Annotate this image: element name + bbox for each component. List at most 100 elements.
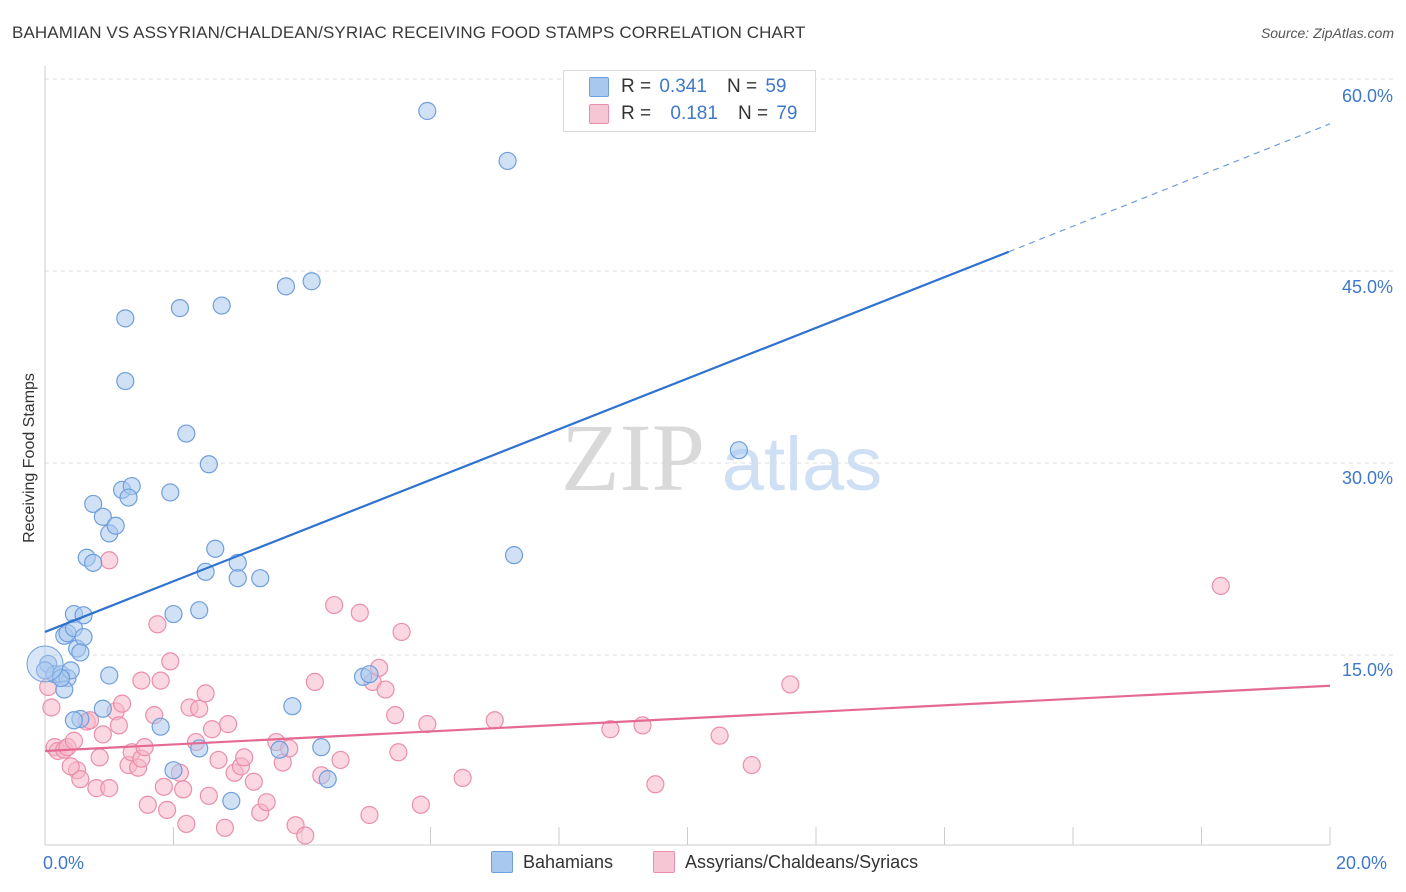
assyrians-point: [132, 671, 151, 690]
y-tick-label-60: 60.0%: [1341, 86, 1393, 106]
assyrians-point: [710, 726, 729, 745]
assyrians-point: [646, 775, 665, 794]
bahamians-point: [164, 604, 183, 624]
bahamians-point: [312, 738, 331, 757]
bahamians-point: [93, 507, 112, 526]
watermark: ZIP atlas: [561, 404, 882, 511]
series-assyrians-points: [39, 551, 1230, 845]
bahamians-point: [177, 424, 196, 443]
r-label: R =: [621, 76, 652, 97]
trend-lines: [44, 123, 1331, 753]
legend-swatch-blue: [491, 851, 513, 873]
assyrians-point: [325, 595, 344, 615]
correlation-legend: R = 0.341 N = 59 R = 0.181 N = 79: [563, 70, 816, 132]
assyrians-point: [100, 779, 119, 798]
legend-label-assyrians: Assyrians/Chaldeans/Syriacs: [685, 851, 919, 872]
n-label: N =: [726, 76, 758, 97]
assyrians-point: [331, 750, 350, 770]
legend-row-assyrians: R = 0.181 N = 79: [589, 103, 797, 125]
bahamians-trend-line: [44, 250, 1010, 633]
assyrians-point: [411, 795, 430, 814]
bahamians-point: [270, 740, 289, 759]
assyrians-point: [360, 805, 379, 825]
assyrians-point: [71, 770, 90, 789]
bahamians-point: [119, 488, 138, 507]
assyrians-point: [161, 652, 180, 671]
assyrians-point: [418, 715, 437, 734]
assyrians-point: [235, 748, 254, 767]
n-value: 59: [765, 76, 787, 97]
n-value: 79: [776, 103, 798, 124]
assyrians-point: [61, 757, 80, 776]
bahamians-point: [51, 668, 71, 688]
bahamians-point: [318, 770, 337, 789]
r-label: R =: [621, 103, 652, 124]
assyrians-point: [90, 748, 109, 767]
assyrians-point: [174, 780, 193, 799]
assyrians-point: [742, 755, 761, 775]
source-label: Source: ZipAtlas.com: [1260, 25, 1394, 41]
assyrians-point: [601, 720, 620, 739]
assyrians-point: [148, 615, 167, 634]
assyrians-point: [196, 684, 215, 703]
bahamians-point: [84, 553, 103, 572]
assyrians-point: [215, 818, 234, 837]
assyrians-point: [219, 715, 238, 734]
legend-swatch-pink: [653, 851, 675, 873]
bahamians-point-large: [26, 645, 64, 683]
bahamians-point: [116, 309, 135, 328]
assyrians-point: [386, 706, 405, 725]
assyrians-point: [389, 743, 408, 762]
legend-item-bahamians: Bahamians: [491, 851, 613, 873]
bahamians-point: [498, 151, 517, 171]
assyrians-point: [151, 671, 170, 690]
assyrians-point: [100, 551, 119, 570]
bahamians-point: [161, 483, 180, 502]
bahamians-point: [164, 761, 183, 780]
bahamians-point: [64, 711, 84, 730]
watermark-atlas: atlas: [722, 422, 883, 507]
assyrians-point: [453, 768, 472, 787]
legend-row-bahamians: R = 0.341 N = 59: [589, 76, 786, 98]
assyrians-point: [112, 694, 132, 713]
legend-swatch-pink: [589, 104, 609, 124]
bahamians-point: [190, 601, 209, 620]
assyrians-point: [305, 672, 324, 691]
bahamians-point: [283, 697, 302, 716]
assyrians-point: [202, 720, 222, 739]
bahamians-point: [302, 272, 321, 291]
x-tick-label-min: 0.0%: [43, 853, 85, 873]
x-tick-label-max: 20.0%: [1336, 853, 1388, 873]
y-tick-label-45: 45.0%: [1341, 277, 1393, 297]
y-tick-label-30: 30.0%: [1341, 468, 1393, 488]
bahamians-point: [206, 539, 225, 558]
bahamians-point: [251, 569, 270, 588]
bahamians-point: [84, 494, 103, 514]
assyrians-point: [138, 795, 157, 814]
assyrians-point: [154, 777, 173, 796]
bahamians-point: [212, 296, 231, 315]
bahamians-point: [276, 277, 296, 296]
assyrians-point: [485, 711, 504, 730]
bahamians-point: [199, 455, 218, 474]
bahamians-point: [151, 717, 170, 736]
assyrians-point: [257, 793, 276, 812]
bahamians-point: [106, 516, 125, 535]
series-bahamians-points: [26, 101, 749, 811]
assyrians-point: [157, 800, 177, 819]
assyrians-point: [781, 675, 800, 694]
grid-lines: [45, 78, 1393, 656]
legend-label-bahamians: Bahamians: [523, 851, 614, 872]
assyrians-point: [296, 826, 315, 845]
series-legend: Bahamians Assyrians/Chaldeans/Syriacs: [0, 851, 1406, 877]
assyrians-point: [42, 698, 61, 717]
assyrians-point: [209, 750, 228, 770]
chart-title: BAHAMIAN VS ASSYRIAN/CHALDEAN/SYRIAC REC…: [12, 23, 806, 42]
r-value: 0.181: [670, 103, 718, 124]
assyrians-point: [1211, 576, 1230, 595]
bahamians-point: [170, 299, 190, 318]
bahamians-point: [418, 101, 437, 121]
assyrians-point: [190, 699, 209, 718]
bahamians-point: [35, 661, 55, 680]
r-value: 0.341: [659, 76, 707, 97]
